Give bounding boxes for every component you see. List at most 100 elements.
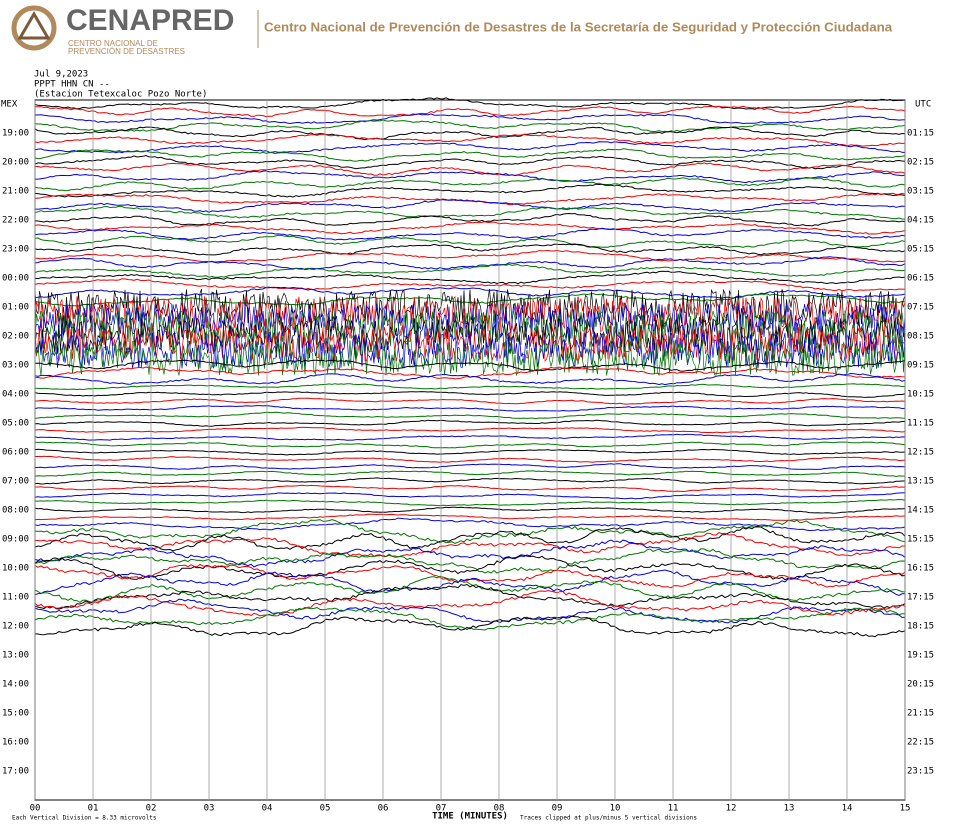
right-time-label: 21:15 (907, 709, 934, 719)
station: (Estacion Tetexcaloc Pozo Norte) (34, 90, 207, 100)
trace (34, 154, 906, 170)
x-tick-label: 12 (726, 804, 737, 814)
trace (34, 539, 906, 568)
x-label: TIME (MINUTES) (432, 812, 508, 822)
trace (34, 554, 906, 581)
trace (34, 391, 906, 398)
left-time-label: 09:00 (2, 535, 29, 545)
trace (35, 105, 906, 118)
left-time-label: 12:00 (2, 622, 29, 632)
x-tick-label: 01 (88, 804, 99, 814)
left-time-label: 15:00 (2, 709, 29, 719)
x-tick-label: 15 (900, 804, 911, 814)
header-title: Centro Nacional de Prevención de Desastr… (264, 20, 893, 35)
left-time-label: 08:00 (2, 506, 29, 516)
x-tick-label: 06 (378, 804, 389, 814)
x-tick-label: 14 (842, 804, 853, 814)
trace (34, 359, 906, 372)
right-time-label: 10:15 (907, 390, 934, 400)
trace (34, 198, 906, 213)
trace (34, 221, 906, 235)
trace (34, 590, 906, 617)
trace (34, 519, 906, 544)
trace (34, 532, 905, 558)
header-bg (0, 0, 960, 60)
trace (34, 598, 905, 624)
trace (34, 183, 906, 198)
left-time-label: 16:00 (2, 738, 29, 748)
right-time-label: 17:15 (907, 593, 934, 603)
trace (34, 397, 906, 405)
left-time-label: 10:00 (2, 564, 29, 574)
left-time-label: 13:00 (2, 651, 29, 661)
right-time-label: 06:15 (907, 274, 934, 284)
trace (34, 227, 906, 241)
trace (34, 498, 906, 507)
trace (34, 383, 906, 391)
trace (34, 569, 906, 596)
x-tick-label: 11 (668, 804, 679, 814)
right-time-label: 15:15 (907, 535, 934, 545)
scale-note: Each Vertical Division = 8.33 microvolts (12, 815, 157, 822)
trace (34, 278, 906, 292)
trace (34, 292, 906, 307)
right-time-label: 09:15 (907, 361, 934, 371)
trace (34, 212, 906, 227)
trace (34, 119, 906, 133)
trace (34, 141, 906, 154)
right-time-label: 02:15 (907, 158, 934, 168)
right-time-label: 05:15 (907, 245, 934, 255)
trace (34, 525, 906, 552)
right-time-label: 18:15 (907, 622, 934, 632)
trace (34, 513, 906, 521)
right-time-label: 19:15 (907, 651, 934, 661)
right-time-label: 16:15 (907, 564, 934, 574)
right-time-label: 07:15 (907, 303, 934, 313)
trace (35, 162, 906, 176)
logo-ring (11, 5, 57, 51)
right-time-label: 01:15 (907, 129, 934, 139)
trace (34, 339, 906, 377)
trace (34, 441, 906, 449)
x-tick-label: 08 (494, 804, 505, 814)
right-time-label: 13:15 (907, 477, 934, 487)
trace (34, 243, 906, 256)
trace (34, 606, 906, 631)
traces (34, 97, 906, 638)
trace (34, 148, 906, 162)
trace (35, 484, 906, 493)
trace (34, 463, 906, 470)
trace (34, 177, 906, 192)
x-tick-label: 03 (204, 804, 215, 814)
trace (34, 256, 906, 271)
trace (34, 448, 906, 456)
x-tick-label: 09 (552, 804, 563, 814)
left-time-label: 11:00 (2, 593, 29, 603)
trace (34, 411, 906, 420)
trace (34, 419, 905, 427)
right-time-label: 22:15 (907, 738, 934, 748)
right-time-label: 20:15 (907, 680, 934, 690)
trace (34, 575, 906, 604)
left-time-label: 04:00 (2, 390, 29, 400)
right-time-label: 03:15 (907, 187, 934, 197)
channel: PPPT HHN CN -- (34, 80, 110, 90)
logo-subtitle: CENTRO NACIONAL DE (68, 39, 158, 48)
trace (34, 126, 906, 141)
trace (34, 249, 906, 263)
trace (34, 506, 906, 514)
right-time-label: 11:15 (907, 419, 934, 429)
trace (34, 270, 906, 285)
x-tick-label: 10 (610, 804, 621, 814)
trace (34, 133, 906, 147)
logo-subtitle: PREVENCIÓN DE DESASTRES (68, 47, 185, 56)
trace (34, 372, 906, 386)
left-time-label: 21:00 (2, 187, 29, 197)
x-tick-label: 02 (146, 804, 157, 814)
right-time-label: 08:15 (907, 332, 934, 342)
right-time-label: 04:15 (907, 216, 934, 226)
clip-note: Traces clipped at plus/minus 5 vertical … (520, 815, 697, 822)
left-time-label: 19:00 (2, 129, 29, 139)
trace (34, 263, 906, 278)
